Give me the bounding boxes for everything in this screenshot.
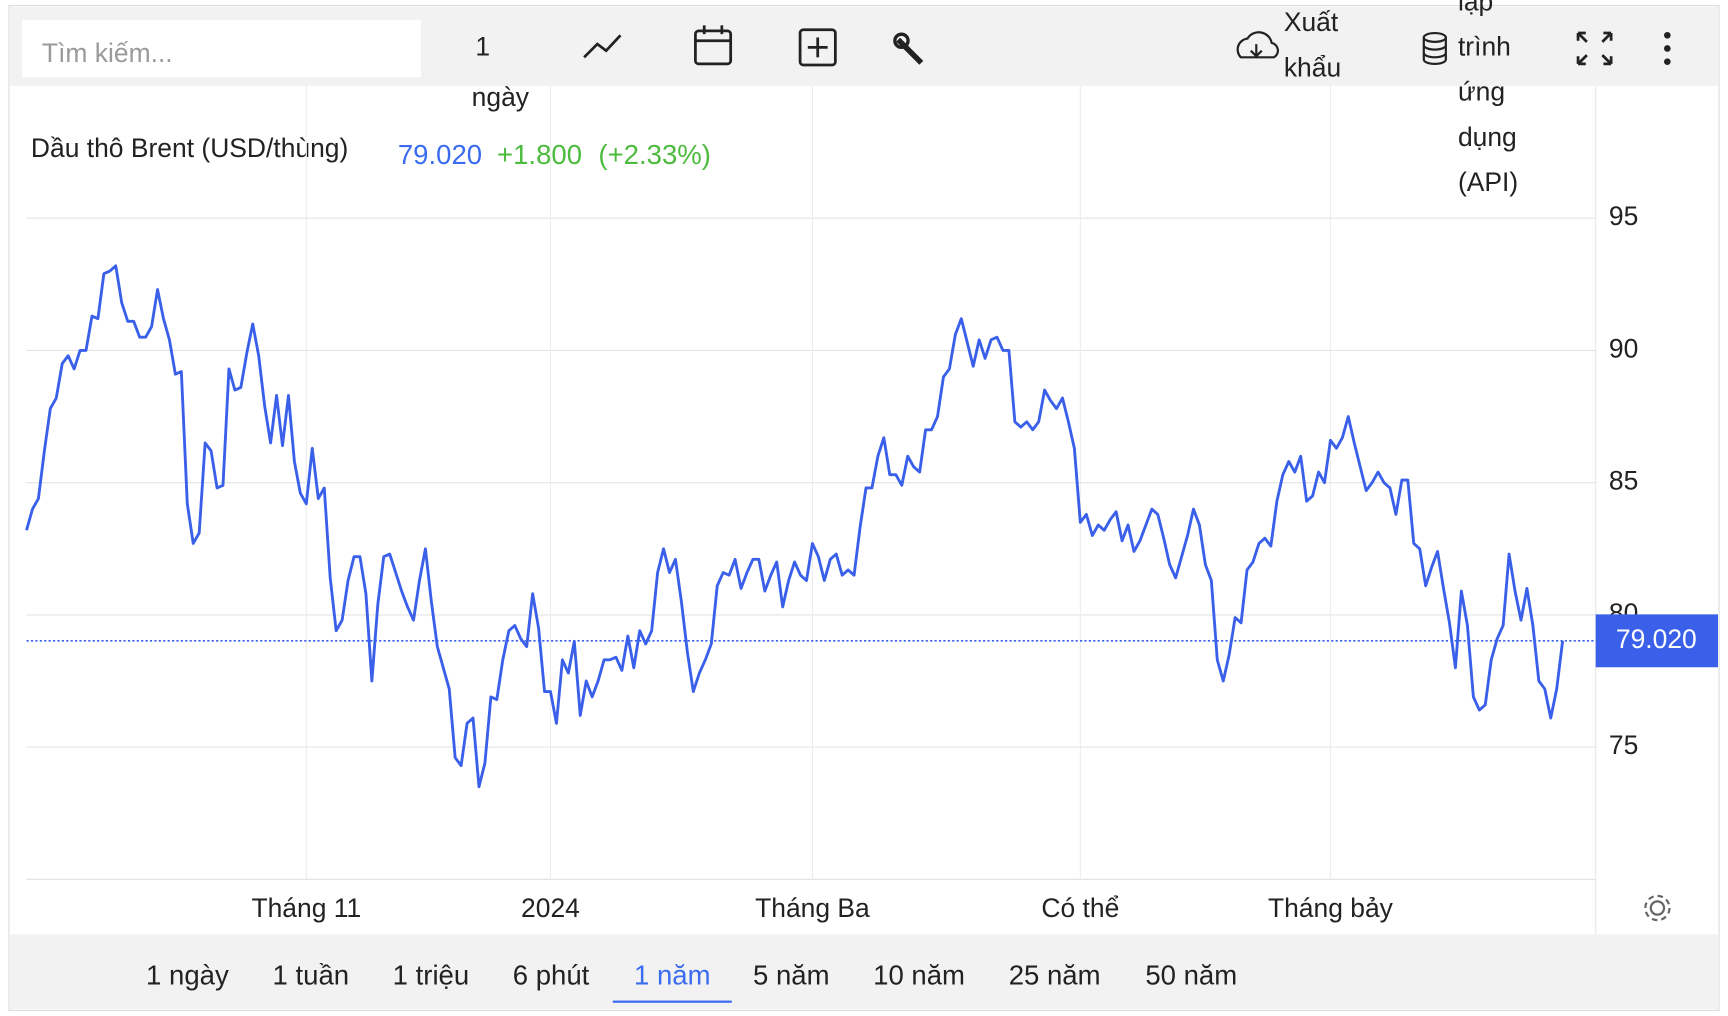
api-text[interactable]: ứng <box>1458 77 1505 107</box>
interval-text[interactable]: 1 <box>475 31 490 61</box>
add-icon[interactable] <box>798 28 837 67</box>
gear-icon[interactable] <box>1644 894 1671 922</box>
range-button[interactable]: 1 năm <box>634 960 711 991</box>
x-tick-label: 2024 <box>521 893 580 923</box>
export-text[interactable]: Xuất <box>1284 7 1339 37</box>
y-tick-label: 90 <box>1609 333 1638 363</box>
api-text[interactable]: (API) <box>1458 167 1518 197</box>
y-tick-label: 95 <box>1609 201 1638 231</box>
last-value-label: 79.020 <box>1616 624 1697 654</box>
change-percent: (+2.33%) <box>598 139 710 170</box>
y-tick-label: 85 <box>1609 466 1638 496</box>
price-line <box>25 264 1565 789</box>
x-tick-label: Tháng bảy <box>1268 893 1394 923</box>
range-button[interactable]: 10 năm <box>873 960 965 991</box>
range-button[interactable]: 1 tuần <box>273 960 350 991</box>
export-icon[interactable] <box>1236 31 1280 59</box>
search-placeholder[interactable]: Tìm kiếm... <box>42 38 173 68</box>
x-tick-label: Có thể <box>1041 893 1119 923</box>
x-tick-label: Tháng 11 <box>251 893 361 923</box>
chart-title: Dầu thô Brent (USD/thùng) <box>31 133 348 163</box>
interval-text[interactable]: ngày <box>472 82 530 112</box>
range-button[interactable]: 5 năm <box>753 960 830 991</box>
y-tick-label: 75 <box>1609 730 1638 760</box>
range-button[interactable]: 6 phút <box>513 960 590 991</box>
range-button[interactable]: 1 ngày <box>146 960 229 991</box>
api-icon[interactable] <box>1422 31 1447 65</box>
search-box[interactable] <box>22 19 422 78</box>
range-bar <box>9 934 1719 1010</box>
range-button[interactable]: 50 năm <box>1145 960 1237 991</box>
export-text[interactable]: khẩu <box>1284 52 1341 82</box>
last-value: 79.020 <box>398 139 482 170</box>
calendar-icon[interactable] <box>694 25 733 66</box>
fullscreen-icon[interactable] <box>1576 31 1613 66</box>
api-text[interactable]: lập trình ứng dụng (API) <box>1458 0 1518 197</box>
api-text[interactable]: dụng <box>1458 122 1517 152</box>
api-text[interactable]: trình <box>1458 31 1511 61</box>
chart-type-icon[interactable] <box>583 34 622 59</box>
active-underline <box>612 1000 732 1003</box>
menu-icon[interactable] <box>1664 31 1671 66</box>
range-button[interactable]: 1 triệu <box>393 960 470 991</box>
api-text[interactable]: lập <box>1458 0 1493 16</box>
last-value-box <box>1595 614 1719 668</box>
change: +1.800 <box>497 139 582 170</box>
x-tick-label: Tháng Ba <box>755 893 870 923</box>
settings-tool-icon[interactable] <box>893 32 910 50</box>
range-button[interactable]: 25 năm <box>1009 960 1101 991</box>
settings-tool-icon[interactable] <box>896 37 924 65</box>
